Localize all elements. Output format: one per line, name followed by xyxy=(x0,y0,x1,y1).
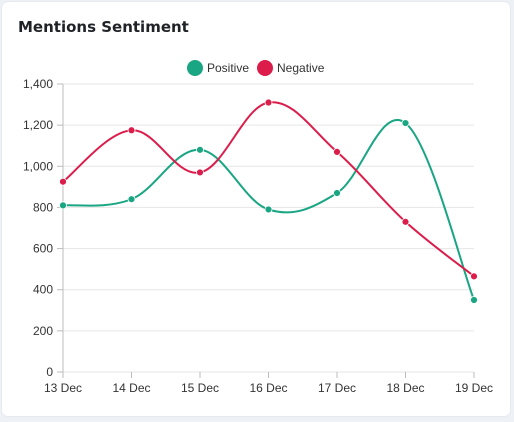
negative-data-point[interactable] xyxy=(264,98,273,107)
negative-data-point[interactable] xyxy=(401,217,410,226)
x-tick-label: 16 Dec xyxy=(249,381,287,395)
y-tick-label: 800 xyxy=(33,200,53,214)
x-tick-label: 15 Dec xyxy=(181,381,219,395)
card-title: Mentions Sentiment xyxy=(18,18,189,36)
y-tick-label: 0 xyxy=(46,365,53,379)
legend-item-positive[interactable]: Positive xyxy=(187,60,249,76)
y-tick-label: 1,200 xyxy=(23,118,53,132)
positive-data-point[interactable] xyxy=(470,296,478,304)
positive-data-point[interactable] xyxy=(401,119,410,127)
negative-data-point[interactable] xyxy=(470,272,478,281)
x-tick-label: 17 Dec xyxy=(318,381,356,395)
positive-data-point[interactable] xyxy=(59,201,67,210)
negative-data-point[interactable] xyxy=(196,168,204,177)
chart-legend: Positive Negative xyxy=(187,60,325,76)
positive-data-point[interactable] xyxy=(264,205,273,214)
chart-card: Mentions Sentiment xyxy=(2,2,510,416)
y-axis: 0 200 400 600 800 1,000 1,200 1,400 xyxy=(23,77,64,379)
legend-marker-negative xyxy=(257,60,273,76)
legend-marker-positive xyxy=(187,60,203,76)
x-tick-label: 13 Dec xyxy=(44,381,82,395)
legend-label-positive: Positive xyxy=(207,61,249,75)
negative-data-point[interactable] xyxy=(333,147,341,156)
y-tick-label: 200 xyxy=(33,324,53,338)
negative-data-point[interactable] xyxy=(127,126,136,135)
legend-item-negative[interactable]: Negative xyxy=(257,60,325,76)
legend-label-negative: Negative xyxy=(277,61,325,75)
y-tick-label: 600 xyxy=(33,242,53,256)
x-tick-label: 14 Dec xyxy=(112,381,150,395)
positive-series-line xyxy=(62,119,475,301)
x-tick-label: 19 Dec xyxy=(455,381,493,395)
x-tick-label: 18 Dec xyxy=(386,381,424,395)
series-lines xyxy=(62,101,475,301)
x-axis: 13 Dec 14 Dec 15 Dec 16 Dec 17 Dec 18 Dec 19 D… xyxy=(44,372,493,395)
series-points xyxy=(59,98,478,304)
negative-series-line xyxy=(62,101,475,278)
y-tick-label: 400 xyxy=(33,283,53,297)
y-tick-label: 1,000 xyxy=(23,159,53,173)
positive-data-point[interactable] xyxy=(333,189,341,197)
positive-data-point[interactable] xyxy=(196,145,204,154)
positive-data-point[interactable] xyxy=(127,195,136,204)
negative-data-point[interactable] xyxy=(59,177,67,186)
y-tick-label: 1,400 xyxy=(23,77,53,91)
